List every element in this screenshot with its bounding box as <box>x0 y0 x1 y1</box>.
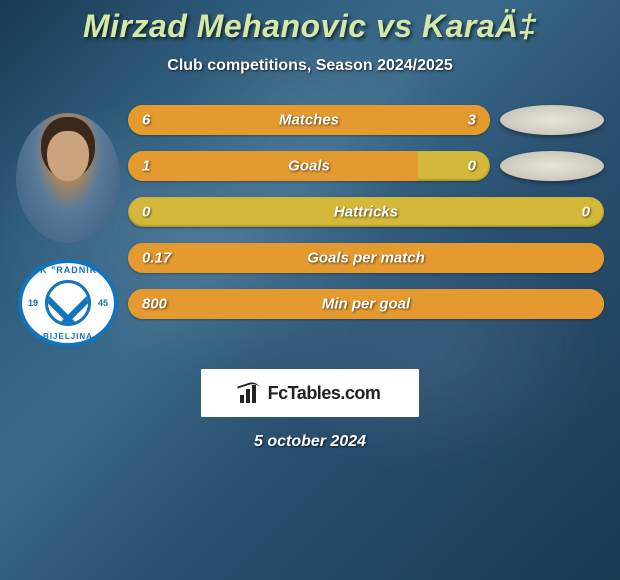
opponent-avatar <box>500 105 604 135</box>
brand-badge[interactable]: FcTables.com <box>201 369 419 417</box>
club-logo-icon <box>45 280 91 326</box>
content-container: Mirzad Mehanovic vs KaraÄ‡ Club competit… <box>0 0 620 580</box>
stat-label: Matches <box>279 112 339 129</box>
main-area: FK "RADNIK" 19 45 BIJELJINA 6 3 Matches 1 0 G… <box>0 105 620 347</box>
page-title: Mirzad Mehanovic vs KaraÄ‡ <box>0 8 620 45</box>
stat-value-left: 1 <box>142 158 150 175</box>
stat-bar: 800 Min per goal <box>128 289 604 319</box>
stat-label: Hattricks <box>334 204 398 221</box>
stat-row: 1 0 Goals <box>128 151 604 181</box>
stat-bar: 6 3 Matches <box>128 105 490 135</box>
opponent-avatar <box>500 151 604 181</box>
stat-value-left: 0.17 <box>142 250 171 267</box>
chart-icon <box>240 383 262 403</box>
stat-bar: 1 0 Goals <box>128 151 490 181</box>
stat-value-left: 0 <box>142 204 150 221</box>
left-column: FK "RADNIK" 19 45 BIJELJINA <box>8 105 128 347</box>
club-badge: FK "RADNIK" 19 45 BIJELJINA <box>18 259 118 347</box>
stats-column: 6 3 Matches 1 0 Goals 0 0 Hattricks 0.17 Goals per… <box>128 105 612 347</box>
club-year-left: 19 <box>28 298 38 308</box>
stat-label: Goals <box>288 158 330 175</box>
stat-value-right: 0 <box>582 204 590 221</box>
club-name-top: FK "RADNIK" <box>22 265 114 275</box>
date-text: 5 october 2024 <box>0 433 620 451</box>
stat-row: 800 Min per goal <box>128 289 604 319</box>
stat-row: 0.17 Goals per match <box>128 243 604 273</box>
stat-bar: 0.17 Goals per match <box>128 243 604 273</box>
stat-value-right: 3 <box>468 112 476 129</box>
stat-row: 0 0 Hattricks <box>128 197 604 227</box>
stat-value-right: 0 <box>468 158 476 175</box>
player-avatar <box>16 113 120 243</box>
club-year-right: 45 <box>98 298 108 308</box>
stat-label: Min per goal <box>322 296 410 313</box>
stat-value-left: 6 <box>142 112 150 129</box>
stat-label: Goals per match <box>307 250 425 267</box>
stat-bar: 0 0 Hattricks <box>128 197 604 227</box>
stat-bar-left-fill <box>128 151 418 181</box>
club-name-bottom: BIJELJINA <box>22 332 114 341</box>
subtitle: Club competitions, Season 2024/2025 <box>0 57 620 75</box>
stat-row: 6 3 Matches <box>128 105 604 135</box>
brand-text: FcTables.com <box>268 383 381 404</box>
stat-value-left: 800 <box>142 296 167 313</box>
